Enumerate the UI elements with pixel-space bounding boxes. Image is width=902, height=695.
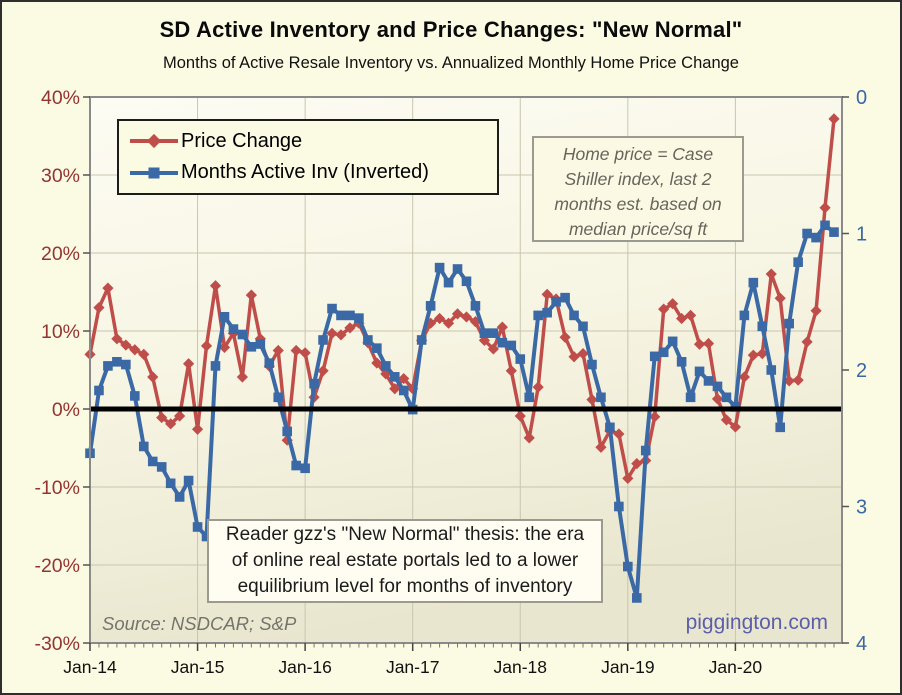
- note-case-shiller-line: Shiller index, last 2: [564, 169, 712, 189]
- note-new-normal: Reader gzz's "New Normal" thesis: the er…: [207, 519, 603, 603]
- svg-text:Jan-18: Jan-18: [494, 657, 548, 677]
- svg-text:Jan-17: Jan-17: [386, 657, 440, 677]
- note-case-shiller-line: median price/sq ft: [568, 219, 708, 239]
- svg-text:1: 1: [856, 224, 867, 246]
- svg-text:30%: 30%: [41, 165, 80, 187]
- svg-text:20%: 20%: [41, 243, 80, 265]
- legend-label-months-active-inv: Months Active Inv (Inverted): [181, 161, 429, 184]
- source-text: Source: NSDCAR; S&P: [102, 613, 297, 634]
- svg-text:-30%: -30%: [34, 633, 80, 655]
- legend-item-price-change: Price Change: [130, 130, 497, 153]
- svg-text:10%: 10%: [41, 321, 80, 343]
- diamond-marker-icon: [146, 134, 162, 149]
- svg-text:-10%: -10%: [34, 477, 80, 499]
- legend-label-price-change: Price Change: [181, 129, 303, 152]
- chart-title: SD Active Inventory and Price Changes: "…: [159, 17, 743, 42]
- note-case-shiller: Home price = Case Shiller index, last 2 …: [532, 136, 744, 242]
- note-new-normal-line: of online real estate portals led to a l…: [231, 550, 579, 571]
- svg-text:3: 3: [856, 497, 867, 519]
- note-case-shiller-line: Home price = Case: [562, 144, 714, 164]
- svg-text:-20%: -20%: [34, 555, 80, 577]
- note-new-normal-line: Reader gzz's "New Normal" thesis: the er…: [225, 524, 585, 545]
- svg-text:4: 4: [856, 633, 867, 655]
- legend: Price Change Months Active Inv (Inverted…: [117, 119, 499, 195]
- svg-text:Jan-20: Jan-20: [709, 657, 763, 677]
- note-new-normal-line: equilibrium level for months of inventor…: [237, 576, 573, 597]
- svg-text:Jan-15: Jan-15: [171, 657, 225, 677]
- svg-text:Jan-16: Jan-16: [278, 657, 332, 677]
- square-marker-icon: [148, 167, 160, 179]
- note-case-shiller-line: months est. based on: [554, 194, 722, 214]
- legend-item-months-active-inv: Months Active Inv (Inverted): [130, 161, 497, 184]
- price-change-line-icon: [130, 134, 178, 149]
- inventory-line-icon: [130, 167, 178, 179]
- svg-text:0%: 0%: [52, 399, 80, 421]
- svg-text:2: 2: [856, 360, 867, 382]
- site-watermark: piggington.com: [685, 611, 828, 634]
- chart-subtitle: Months of Active Resale Inventory vs. An…: [163, 54, 739, 72]
- svg-text:40%: 40%: [41, 87, 80, 109]
- svg-text:Jan-14: Jan-14: [63, 657, 117, 677]
- svg-text:Jan-19: Jan-19: [601, 657, 655, 677]
- svg-text:0: 0: [856, 87, 867, 109]
